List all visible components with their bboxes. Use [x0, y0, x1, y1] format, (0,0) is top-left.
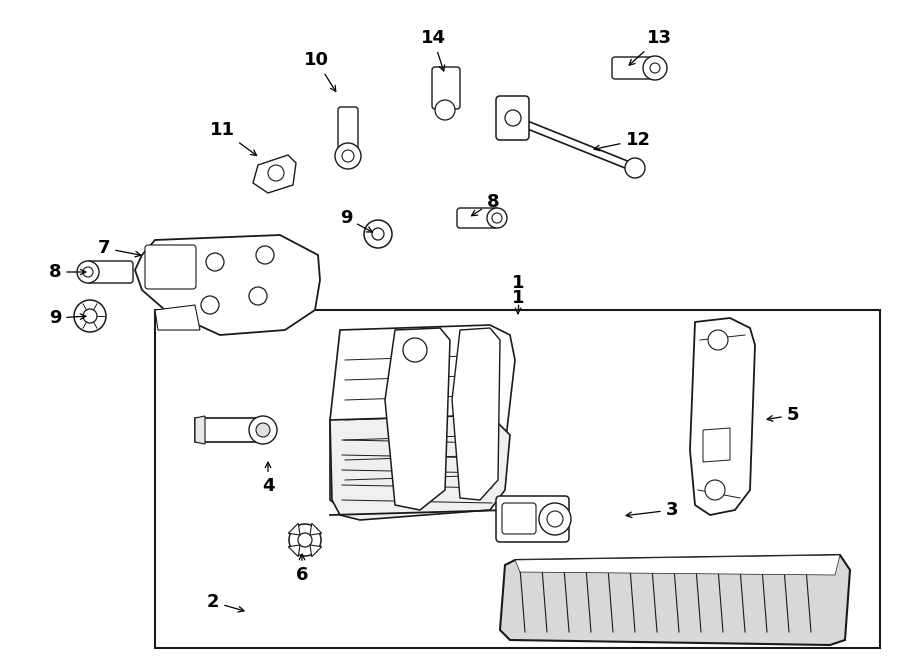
Polygon shape: [135, 235, 320, 335]
Polygon shape: [515, 555, 840, 575]
Polygon shape: [330, 325, 515, 515]
Text: 11: 11: [210, 121, 256, 155]
Text: 10: 10: [303, 51, 336, 91]
FancyBboxPatch shape: [87, 261, 133, 283]
Circle shape: [206, 253, 224, 271]
Text: 7: 7: [98, 239, 141, 257]
Circle shape: [256, 423, 270, 437]
Polygon shape: [385, 328, 450, 510]
Circle shape: [372, 228, 384, 240]
Circle shape: [643, 56, 667, 80]
Text: 8: 8: [49, 263, 86, 281]
FancyBboxPatch shape: [457, 208, 498, 228]
Text: 8: 8: [472, 193, 500, 215]
Polygon shape: [253, 155, 296, 193]
Circle shape: [74, 300, 106, 332]
Polygon shape: [500, 555, 850, 645]
Text: 1: 1: [512, 274, 524, 292]
Circle shape: [487, 208, 507, 228]
Circle shape: [547, 511, 563, 527]
Text: 1: 1: [512, 289, 524, 313]
Circle shape: [705, 480, 725, 500]
Polygon shape: [288, 545, 300, 557]
Polygon shape: [155, 305, 200, 330]
Circle shape: [289, 524, 321, 556]
Circle shape: [83, 267, 93, 277]
Circle shape: [403, 338, 427, 362]
Text: 3: 3: [626, 501, 679, 519]
Circle shape: [435, 100, 455, 120]
Text: 14: 14: [420, 29, 446, 71]
Text: 2: 2: [207, 593, 244, 612]
Circle shape: [650, 63, 660, 73]
FancyBboxPatch shape: [496, 96, 529, 140]
Text: 5: 5: [767, 406, 799, 424]
Text: 9: 9: [49, 309, 86, 327]
Circle shape: [201, 296, 219, 314]
Bar: [155, 310, 880, 648]
Circle shape: [335, 143, 361, 169]
Circle shape: [505, 110, 521, 126]
Polygon shape: [310, 545, 321, 557]
Text: 9: 9: [340, 209, 373, 232]
FancyBboxPatch shape: [612, 57, 656, 79]
Circle shape: [83, 309, 97, 323]
FancyBboxPatch shape: [338, 107, 358, 155]
Circle shape: [256, 246, 274, 264]
Circle shape: [159, 259, 177, 277]
Circle shape: [539, 503, 571, 535]
FancyBboxPatch shape: [145, 245, 196, 289]
Polygon shape: [195, 418, 265, 442]
Circle shape: [625, 158, 645, 178]
FancyBboxPatch shape: [502, 503, 536, 534]
Polygon shape: [330, 415, 510, 520]
Text: 4: 4: [262, 462, 274, 495]
FancyBboxPatch shape: [432, 67, 460, 109]
Polygon shape: [452, 328, 500, 500]
Polygon shape: [288, 524, 300, 535]
Circle shape: [342, 150, 354, 162]
Circle shape: [298, 533, 312, 547]
Polygon shape: [195, 416, 205, 444]
Text: 13: 13: [629, 29, 671, 65]
Circle shape: [77, 261, 99, 283]
Circle shape: [492, 213, 502, 223]
Polygon shape: [703, 428, 730, 462]
Circle shape: [249, 287, 267, 305]
Text: 12: 12: [594, 131, 651, 151]
Circle shape: [364, 220, 392, 248]
Circle shape: [249, 416, 277, 444]
FancyBboxPatch shape: [496, 496, 569, 542]
Circle shape: [708, 330, 728, 350]
Polygon shape: [310, 524, 321, 535]
Circle shape: [268, 165, 284, 181]
Polygon shape: [690, 318, 755, 515]
Text: 6: 6: [296, 554, 308, 584]
